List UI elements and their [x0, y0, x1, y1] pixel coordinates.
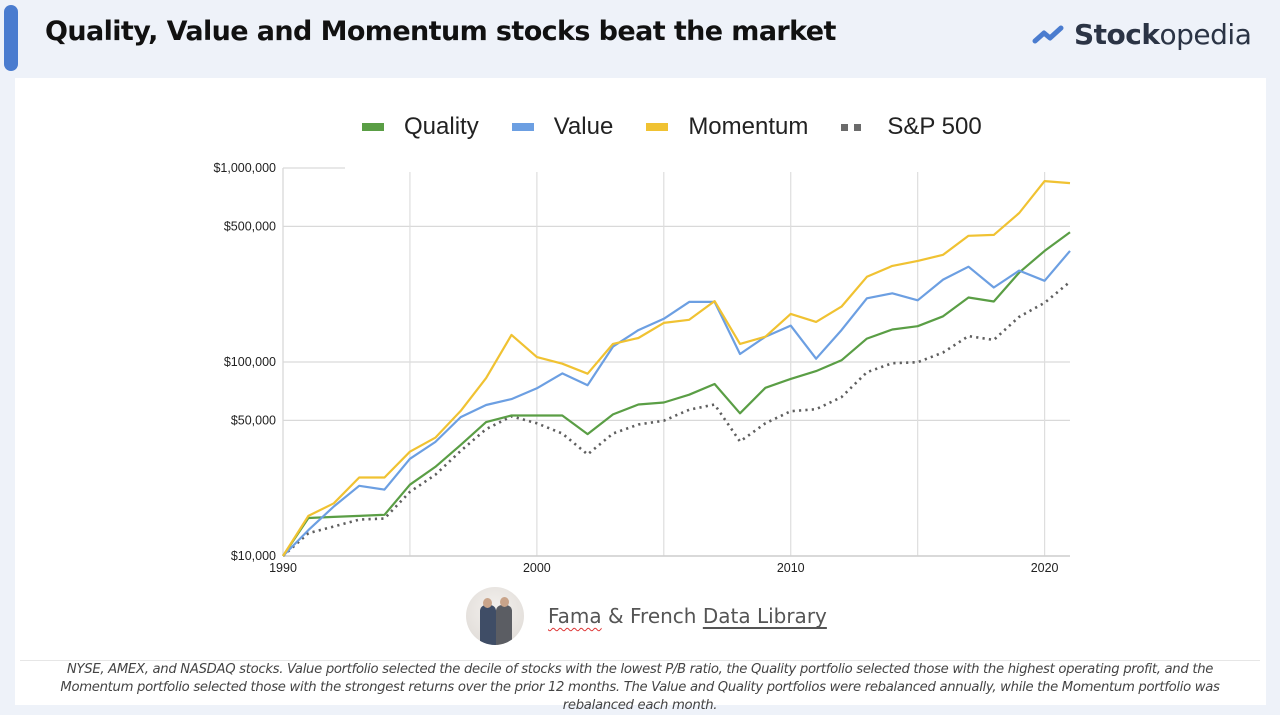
legend-label: Momentum	[688, 113, 809, 140]
series-line-sp500	[282, 280, 1071, 557]
legend-label: Quality	[404, 113, 479, 140]
legend-item-sp500[interactable]: S&P 500	[841, 113, 982, 141]
y-tick-label: $50,000	[231, 413, 276, 427]
brand-name: Stockopedia	[1074, 18, 1252, 51]
data-source: Fama & French Data Library	[466, 587, 827, 645]
y-tick-label: $500,000	[224, 219, 276, 233]
source-caption: Fama & French Data Library	[548, 604, 827, 628]
series-line-value	[282, 250, 1071, 557]
source-prefix: Fama	[548, 604, 602, 628]
legend-swatch-quality	[362, 123, 384, 131]
y-tick-label: $1,000,000	[213, 161, 276, 175]
x-tick-label: 2000	[523, 561, 551, 575]
legend-label: S&P 500	[887, 113, 982, 140]
legend-item-momentum[interactable]: Momentum	[646, 113, 808, 141]
fama-french-photo	[466, 587, 524, 645]
x-tick-label: 2010	[777, 561, 805, 575]
title-accent-bar	[4, 5, 18, 71]
stockopedia-logo[interactable]: Stockopedia	[1032, 18, 1252, 51]
series-line-quality	[282, 231, 1071, 557]
series-line-momentum	[282, 180, 1071, 557]
legend-swatch-sp500	[841, 123, 867, 131]
x-tick-label: 1990	[269, 561, 297, 575]
data-library-link[interactable]: Data Library	[702, 604, 827, 628]
footnote-divider	[20, 660, 1260, 661]
y-tick-label: $10,000	[231, 549, 276, 563]
footnote: NYSE, AMEX, and NASDAQ stocks. Value por…	[60, 662, 1220, 713]
legend-swatch-momentum	[646, 123, 669, 131]
page-title: Quality, Value and Momentum stocks beat …	[45, 16, 836, 47]
y-tick-label: $100,000	[224, 355, 276, 369]
legend-item-value[interactable]: Value	[511, 113, 614, 141]
legend-label: Value	[553, 113, 614, 140]
source-middle: & French	[601, 604, 703, 628]
x-tick-label: 2020	[1031, 561, 1059, 575]
trend-line-icon	[1032, 25, 1064, 43]
legend-item-quality[interactable]: Quality	[362, 113, 479, 141]
legend-swatch-value	[511, 123, 534, 131]
chart-legend: Quality Value Momentum S&P 500	[362, 113, 1015, 141]
